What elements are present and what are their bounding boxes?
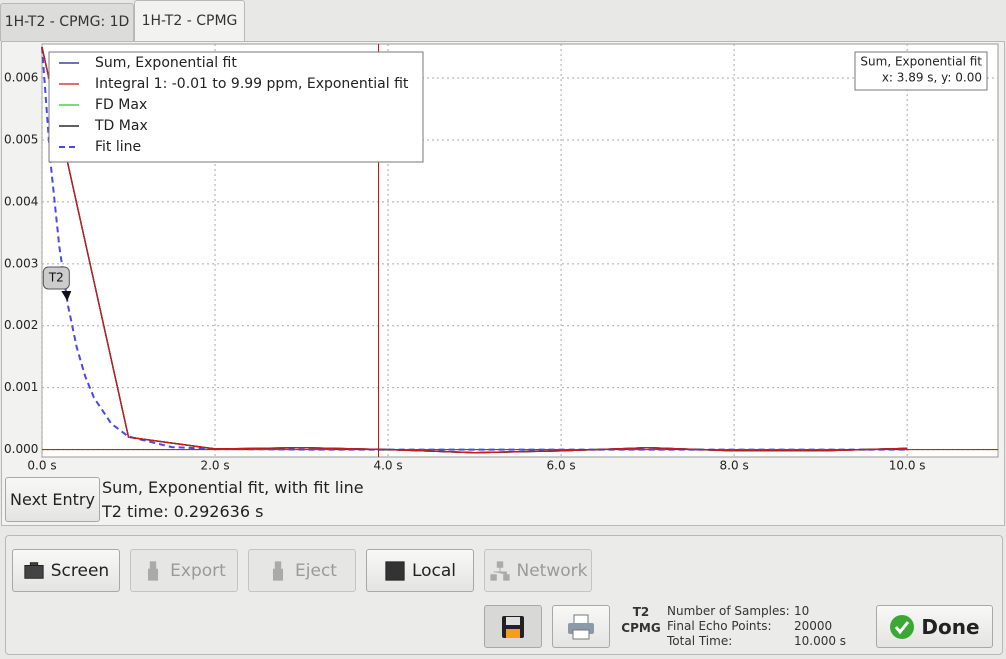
print-icon [568, 614, 594, 639]
legend-label: Integral 1: -0.01 to 9.99 ppm, Exponenti… [95, 76, 409, 92]
series-line [41, 47, 908, 451]
summary-heading-line: CPMG [621, 621, 661, 635]
icon-shape [148, 560, 159, 581]
legend-label: Fit line [95, 139, 141, 155]
legend-label: TD Max [94, 118, 148, 134]
marker-label: T2 [48, 270, 64, 284]
readout-text: x: 3.89 s, y: 0.00 [882, 71, 982, 85]
button-label: Eject [295, 560, 337, 581]
summary-label: Number of Samples: [667, 604, 790, 618]
icon-shape [272, 560, 284, 581]
summary-heading-line: T2 [632, 605, 650, 619]
save-icon [502, 615, 524, 638]
y-tick-label: 0.001 [4, 380, 38, 394]
result-title: Sum, Exponential fit, with fit line [102, 478, 364, 497]
next-entry-button[interactable]: Next Entry [5, 477, 100, 522]
icon-shape [489, 560, 510, 581]
x-tick-label: 10.0 s [889, 459, 926, 473]
x-tick-label: 4.0 s [373, 459, 402, 473]
readout-text: Sum, Exponential fit [860, 55, 982, 69]
toolbar-button[interactable]: Export [130, 549, 238, 592]
y-tick-label: 0.003 [4, 256, 38, 270]
done-icon [890, 614, 915, 639]
x-tick-label: 0.0 s [27, 459, 56, 473]
y-tick-label: 0.002 [4, 318, 38, 332]
toolbar-button[interactable]: Eject [248, 549, 356, 592]
button-icon [272, 560, 284, 581]
marker-box [42, 266, 70, 290]
y-tick-label: 0.006 [4, 71, 38, 85]
x-tick-label: 6.0 s [547, 459, 576, 473]
y-tick-label: 0.004 [4, 194, 38, 208]
icon-shape [24, 561, 44, 579]
button-icon [489, 560, 510, 581]
button-icon [385, 560, 405, 581]
series-line [41, 46, 908, 454]
summary-value: 10.000 s [794, 634, 847, 648]
button-icon [148, 560, 159, 581]
done-label: Done [921, 614, 980, 639]
legend-label: Sum, Exponential fit [95, 55, 237, 71]
summary-value: 10 [794, 604, 810, 618]
tab[interactable]: 1H-T2 - CPMG: 1D [0, 3, 134, 41]
save-button[interactable] [484, 605, 542, 648]
x-tick-label: 8.0 s [720, 459, 749, 473]
print-button[interactable] [552, 605, 610, 648]
legend-box [48, 51, 424, 163]
toolbar-button[interactable]: Screen [12, 549, 120, 592]
y-tick-label: 0.005 [4, 132, 38, 146]
marker-arrow [61, 290, 72, 301]
done-button[interactable]: Done [876, 605, 993, 648]
button-icon [24, 561, 44, 579]
button-label: Local [411, 560, 457, 581]
x-tick-label: 2.0 s [200, 459, 229, 473]
button-label: Screen [50, 560, 110, 581]
icon-shape [385, 560, 405, 581]
readout-box [854, 51, 988, 91]
y-tick-label: 0.000 [4, 442, 38, 456]
summary-label: Final Echo Points: [667, 619, 772, 633]
button-label: Network [516, 560, 588, 581]
summary-value: 20000 [794, 619, 833, 633]
button-label: Export [170, 560, 226, 581]
chart: 0.000 0.001 0.002 0.003 0.004 0.005 0.006 0.0 s… [4, 43, 999, 473]
toolbar-button[interactable]: Local [366, 549, 474, 592]
legend-label: FD Max [95, 97, 147, 113]
tab[interactable]: 1H-T2 - CPMG [134, 0, 245, 42]
toolbar-button[interactable]: Network [484, 549, 592, 592]
summary-label: Total Time: [667, 634, 733, 648]
summary-heading: T2 CPMG [618, 604, 664, 636]
result-t2: T2 time: 0.292636 s [102, 502, 264, 521]
